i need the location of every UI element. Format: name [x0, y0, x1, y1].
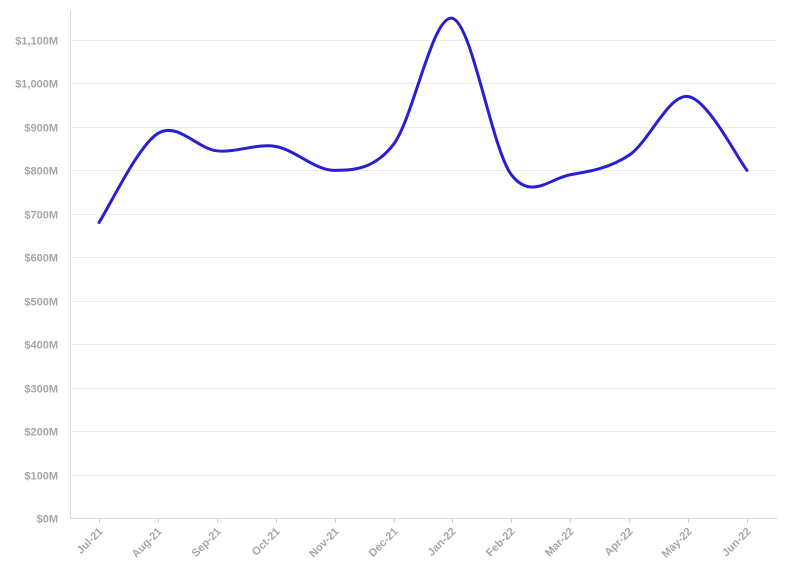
data-point[interactable] [154, 129, 162, 137]
data-point[interactable] [390, 140, 398, 148]
data-point[interactable] [743, 166, 751, 174]
data-point[interactable] [272, 142, 280, 150]
y-tick-label: $400M [24, 340, 58, 352]
y-tick-label: $1,100M [15, 36, 58, 48]
x-tick-label: Aug-21 [130, 526, 165, 561]
gridlines [70, 40, 777, 476]
data-point[interactable] [507, 171, 515, 179]
data-point[interactable] [213, 147, 221, 155]
series-line [97, 16, 749, 225]
y-tick-label: $700M [24, 210, 58, 222]
x-tick-label: Jul-21 [75, 526, 106, 557]
y-tick-label: $500M [24, 297, 58, 309]
y-tick-label: $0M [37, 514, 58, 526]
x-tick-label: Dec-21 [367, 526, 401, 560]
x-tick-label: Mar-22 [543, 526, 577, 560]
series-layer [97, 16, 749, 225]
x-tick-label: Nov-21 [307, 526, 341, 560]
y-tick-label: $100M [24, 471, 58, 483]
x-tick-label: Apr-22 [602, 526, 635, 559]
data-point[interactable] [625, 151, 633, 159]
y-tick-label: $300M [24, 384, 58, 396]
x-tick-label: Jan-22 [425, 526, 458, 559]
data-point[interactable] [95, 219, 103, 227]
x-tick-label: Feb-22 [484, 526, 518, 560]
x-tick-label: Sep-21 [190, 526, 224, 560]
y-tick-label: $800M [24, 166, 58, 178]
y-tick-label: $600M [24, 253, 58, 265]
x-tick-label: Oct-21 [250, 526, 283, 559]
x-tick-label: May-22 [660, 526, 695, 561]
y-tick-label: $1,000M [15, 79, 58, 91]
y-tick-label: $200M [24, 427, 58, 439]
x-tick-label: Jun-22 [720, 526, 754, 560]
data-points [95, 14, 751, 226]
data-point[interactable] [566, 171, 574, 179]
data-point[interactable] [684, 92, 692, 100]
data-point[interactable] [331, 166, 339, 174]
axes: $0M $100M $200M $300M $400M $500M $600M $700M $8… [15, 10, 777, 560]
data-point[interactable] [448, 14, 456, 22]
y-tick-label: $900M [24, 123, 58, 135]
